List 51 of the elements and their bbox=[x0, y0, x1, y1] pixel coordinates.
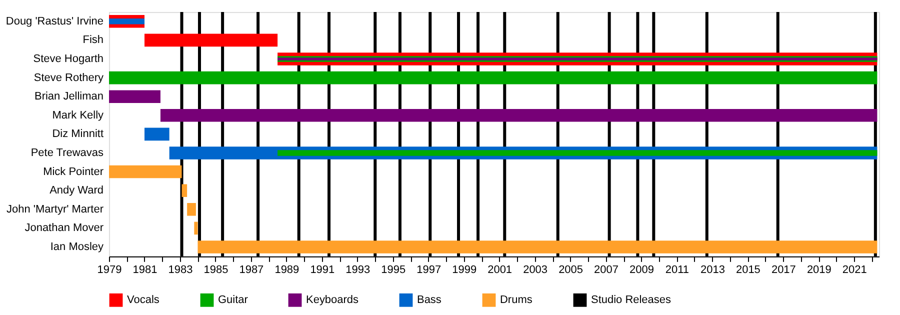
y-tick-label: Doug 'Rastus' Irvine bbox=[6, 15, 104, 28]
legend-label: Vocals bbox=[127, 294, 160, 306]
x-tick-label: 2013 bbox=[700, 264, 725, 276]
y-tick-label: Fish bbox=[82, 34, 104, 46]
legend-label: Drums bbox=[500, 294, 533, 306]
y-tick-label: Diz Minnitt bbox=[52, 128, 104, 140]
x-tick-label: 2021 bbox=[842, 264, 867, 276]
legend-label: Bass bbox=[417, 294, 442, 306]
x-tick-label: 2015 bbox=[736, 264, 760, 276]
bar bbox=[109, 90, 160, 103]
x-tick-label: 2005 bbox=[558, 264, 584, 276]
x-tick-label: 1997 bbox=[416, 264, 442, 276]
x-tick-label: 1993 bbox=[346, 264, 370, 276]
bar bbox=[194, 222, 198, 235]
legend-label: Guitar bbox=[218, 294, 248, 306]
legend-label: Keyboards bbox=[306, 294, 360, 306]
x-tick-label: 1989 bbox=[274, 264, 300, 276]
y-tick-label: John 'Martyr' Marter bbox=[6, 203, 104, 216]
bar bbox=[278, 150, 878, 156]
bar bbox=[182, 184, 188, 197]
y-tick-label: Steve Hogarth bbox=[33, 53, 104, 65]
x-tick-label: 2001 bbox=[488, 264, 512, 276]
bar bbox=[144, 34, 278, 47]
bar bbox=[198, 240, 878, 254]
bar bbox=[109, 165, 182, 178]
x-tick-label: 1991 bbox=[310, 264, 335, 276]
x-tick-label: 2003 bbox=[523, 264, 548, 276]
y-tick-label: Andy Ward bbox=[50, 184, 104, 197]
x-tick-label: 1985 bbox=[204, 264, 228, 276]
x-tick-label: 1981 bbox=[132, 264, 158, 276]
x-tick-label: 1987 bbox=[239, 264, 264, 276]
y-tick-label: Ian Mosley bbox=[50, 240, 104, 253]
x-tick-label: 2019 bbox=[806, 264, 832, 276]
x-tick-label: 1999 bbox=[452, 264, 477, 276]
x-tick-label: 2011 bbox=[665, 264, 690, 276]
bar bbox=[144, 128, 170, 141]
y-tick-label: Jonathan Mover bbox=[24, 222, 104, 234]
bar bbox=[187, 203, 196, 216]
x-tick-label: 2017 bbox=[771, 264, 796, 276]
y-tick-label: Mick Pointer bbox=[43, 166, 104, 178]
legend-label: Studio Releases bbox=[590, 294, 672, 306]
x-tick-label: 1995 bbox=[381, 264, 406, 276]
x-tick-label: 2009 bbox=[630, 264, 654, 276]
y-tick-label: Pete Trewavas bbox=[30, 146, 104, 159]
y-tick-label: Mark Kelly bbox=[52, 109, 104, 122]
x-tick-label: 1983 bbox=[168, 264, 193, 276]
x-tick-label: 1979 bbox=[97, 264, 122, 276]
y-tick-label: Steve Rothery bbox=[34, 72, 104, 84]
x-tick-label: 2007 bbox=[594, 264, 618, 276]
y-tick-label: Brian Jelliman bbox=[34, 90, 104, 103]
bar bbox=[160, 109, 878, 122]
